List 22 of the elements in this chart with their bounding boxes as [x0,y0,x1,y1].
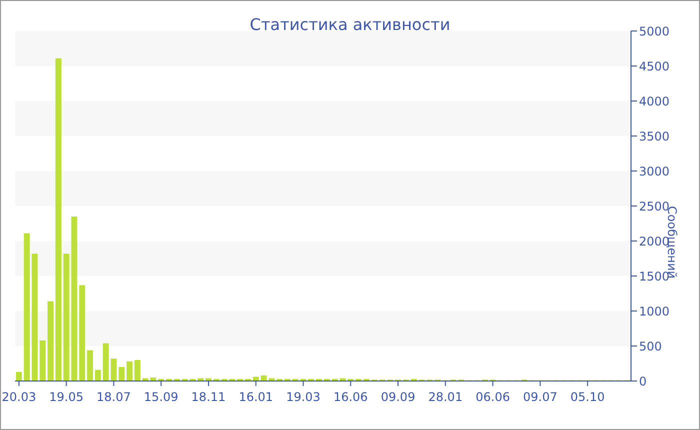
x-tick-label: 05.10 [570,390,605,404]
y-tick-label: 3000 [639,164,670,178]
x-tick-label: 16.06 [333,390,368,404]
x-tick-label: 28.01 [428,390,463,404]
chart-title: Статистика активности [250,15,450,34]
y-tick-label: 4500 [639,59,670,74]
y-tick-label: 1000 [639,304,670,318]
x-tick-label: 20.03 [2,390,36,404]
x-tick-label: 18.07 [96,390,131,404]
x-tick-label: 06.06 [476,390,510,404]
x-tick-label: 16.01 [238,390,274,404]
y-tick-label: 0 [639,374,647,388]
x-tick-label: 15.09 [144,390,178,404]
y-tick-label: 500 [639,339,662,354]
x-tick-label: 19.05 [49,390,84,404]
x-tick-label: 18.11 [191,390,226,404]
x-tick-label: 09.09 [380,390,416,404]
y-tick-label: 5000 [639,24,670,38]
x-tick-label: 09.07 [523,390,558,404]
y-tick-label: 4000 [639,94,670,108]
x-tick-label: 19.03 [286,390,320,404]
y-tick-label: 3500 [639,129,670,144]
